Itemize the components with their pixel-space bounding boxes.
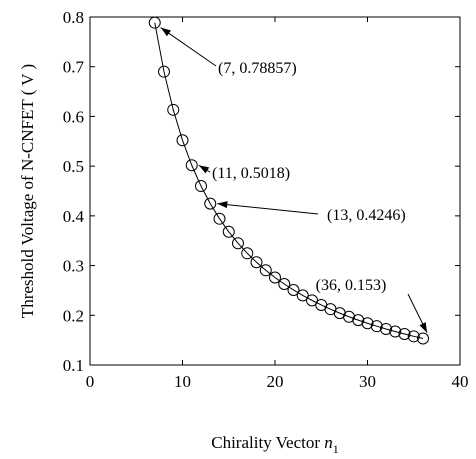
data-point [407,330,420,343]
y-tick-label: 0.3 [63,257,84,276]
annotation-arrow [217,203,319,215]
data-point [195,180,207,193]
data-point [158,65,170,78]
data-point [232,237,244,250]
tick-labels: 0 10 20 30 40 0.1 0.2 0.3 0.4 0.5 0.6 0.7 0.8 [63,8,469,391]
annotation-label: (13, 0.4246) [327,207,406,224]
data-point [380,322,392,335]
data-point [148,16,161,29]
data-point [204,197,217,210]
data-point [269,271,281,284]
annotations: (7, 0.78857) (11, 0.5018) (13, 0.4246) (36,… [160,27,428,333]
annotation-arrowhead [217,201,228,209]
y-axis-label: Threshold Voltage of N-CNFET ( V ) [18,64,37,318]
x-tick-label: 30 [359,372,376,391]
data-point [352,314,365,327]
axis-ticks [89,16,461,366]
data-point [287,283,300,296]
data-point [259,264,272,277]
y-tick-label: 0.1 [63,356,84,375]
data-point [222,225,235,238]
plot-area [89,16,461,366]
y-tick-label: 0.4 [63,207,85,226]
series-markers [148,16,429,345]
annotation-arrowhead [160,27,171,37]
y-tick-label: 0.5 [63,157,84,176]
data-point [167,103,180,116]
y-tick-label: 0.6 [63,107,84,126]
x-axis-label: Chirality Vector n1 [211,433,339,456]
annotation-label: (7, 0.78857) [218,60,297,77]
annotation-arrow [160,27,217,67]
annotation-arrowhead [419,322,427,333]
data-point [361,317,374,330]
data-point [278,278,291,291]
x-tick-label: 10 [174,372,191,391]
annotation-label: (11, 0.5018) [212,165,290,182]
data-point [370,320,383,333]
annotation-arrowhead [198,165,210,174]
data-point [417,332,429,345]
data-point [213,212,226,225]
data-point [389,325,402,338]
x-tick-label: 40 [452,372,469,391]
x-tick-label: 20 [267,372,284,391]
data-point [250,256,263,269]
data-point [296,289,309,302]
data-point [176,134,189,147]
data-point [241,247,254,260]
y-tick-label: 0.7 [63,58,85,77]
y-tick-label: 0.8 [63,8,84,27]
x-tick-label: 0 [86,372,95,391]
data-point [398,327,411,340]
annotation-label: (36, 0.153) [316,277,387,294]
data-point [185,159,198,172]
y-tick-label: 0.2 [63,306,84,325]
